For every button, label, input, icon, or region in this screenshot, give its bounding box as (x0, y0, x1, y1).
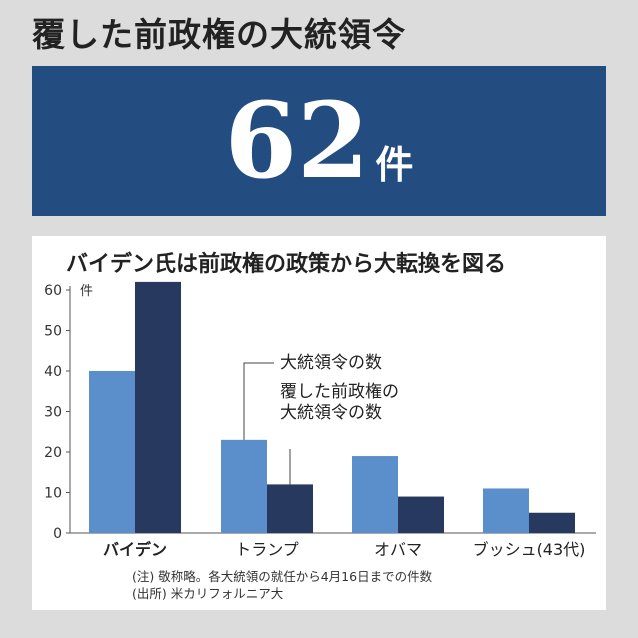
bar-reversed-orders (529, 512, 575, 533)
y-tick-label: 0 (53, 526, 62, 542)
annotation-reversed-line2: 大統領令の数 (280, 403, 382, 423)
annotation-total-orders: 大統領令の数 (280, 353, 382, 373)
y-axis-unit: 件 (80, 284, 93, 299)
footnote-note: (注) 敬称略。各大統領の就任から4月16日までの件数 (132, 569, 433, 584)
bar-total-orders (89, 371, 135, 533)
bar-total-orders (221, 439, 267, 533)
y-tick-label: 40 (44, 364, 62, 380)
banner-unit: 件 (375, 142, 414, 187)
chart-title: バイデン氏は前政権の政策から大転換を図る (66, 252, 507, 277)
chart-card: バイデン氏は前政権の政策から大転換を図る 0 10 20 30 40 50 60 件バイデン ト… (32, 236, 606, 610)
category-label: バイデン (103, 540, 167, 559)
annotation-leader-total (243, 362, 274, 440)
category-label: トランプ (235, 540, 299, 559)
category-label: ブッシュ(43代) (473, 540, 586, 559)
bar-total-orders (483, 488, 529, 533)
y-tick-label: 30 (44, 405, 62, 421)
annotation-reversed-line1: 覆した前政権の (280, 382, 399, 402)
category-label: オバマ (374, 540, 422, 559)
y-tick-label: 50 (44, 324, 62, 340)
count-banner: 62 件 (32, 66, 606, 216)
y-tick-label: 10 (44, 486, 62, 502)
footnote-source: (出所) 米カリフォルニア大 (132, 586, 284, 601)
bar-reversed-orders (398, 496, 444, 533)
banner-number: 62 (224, 79, 370, 202)
headline: 覆した前政権の大統領令 (32, 15, 406, 54)
footnotes: (注) 敬称略。各大統領の就任から4月16日までの件数 (出所) 米カリフォルニ… (132, 568, 432, 602)
y-tick-label: 60 (44, 283, 62, 299)
y-tick-label: 20 (44, 445, 62, 461)
bar-total-orders (352, 456, 398, 533)
bar-reversed-orders (267, 484, 313, 533)
bar-reversed-orders (135, 281, 181, 533)
